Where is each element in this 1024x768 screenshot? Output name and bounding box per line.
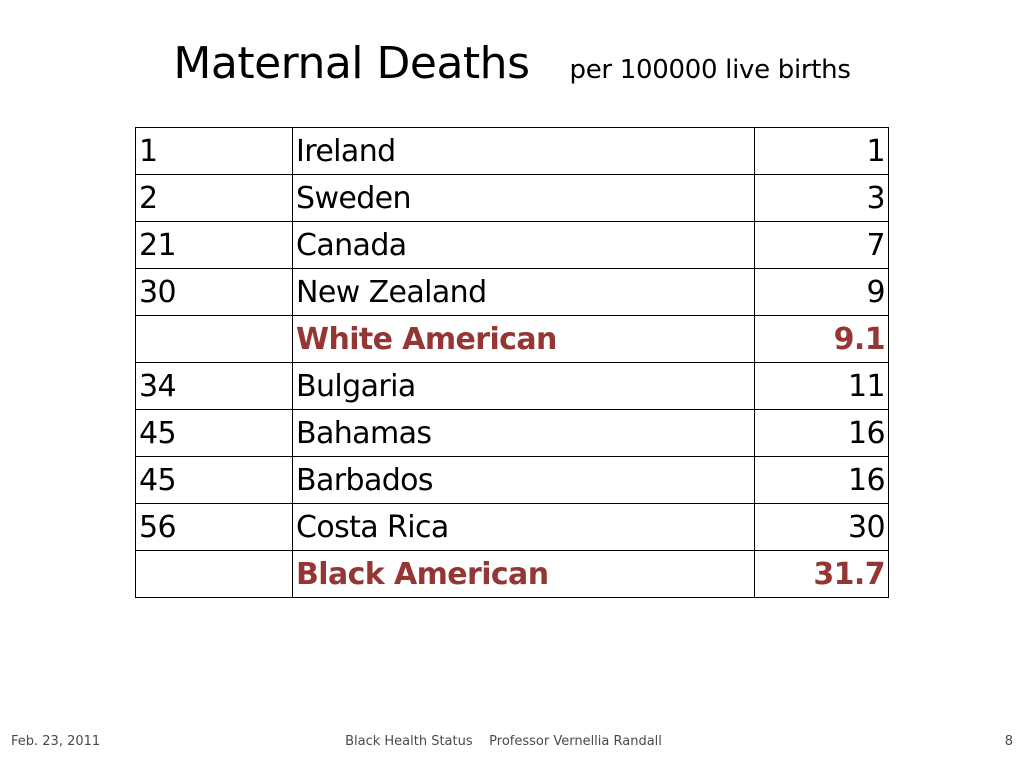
country-cell: Bahamas <box>292 409 755 457</box>
value-cell: 9 <box>754 268 889 316</box>
rank-cell: 30 <box>135 268 293 316</box>
rank-cell <box>135 315 293 363</box>
value-cell: 7 <box>754 221 889 269</box>
group-cell: White American <box>292 315 755 363</box>
rank-cell: 1 <box>135 127 293 175</box>
value-cell: 31.7 <box>754 550 889 598</box>
rank-cell: 34 <box>135 362 293 410</box>
rank-cell <box>135 550 293 598</box>
value-cell: 11 <box>754 362 889 410</box>
table-row-highlight: Black American 31.7 <box>135 550 889 598</box>
rank-cell: 45 <box>135 456 293 504</box>
rank-cell: 21 <box>135 221 293 269</box>
country-cell: Barbados <box>292 456 755 504</box>
value-cell: 16 <box>754 456 889 504</box>
maternal-deaths-table: 1 Ireland 1 2 Sweden 3 21 Canada 7 30 Ne… <box>135 127 889 598</box>
country-cell: New Zealand <box>292 268 755 316</box>
value-cell: 3 <box>754 174 889 222</box>
table-row: 30 New Zealand 9 <box>135 268 889 316</box>
table-row: 21 Canada 7 <box>135 221 889 269</box>
rank-cell: 56 <box>135 503 293 551</box>
country-cell: Canada <box>292 221 755 269</box>
page-title: Maternal Deaths <box>173 38 530 89</box>
country-cell: Costa Rica <box>292 503 755 551</box>
table-row-highlight: White American 9.1 <box>135 315 889 363</box>
table-row: 45 Barbados 16 <box>135 456 889 504</box>
table-row: 1 Ireland 1 <box>135 127 889 175</box>
slide-title: Maternal Deaths per 100000 live births <box>0 38 1024 89</box>
group-cell: Black American <box>292 550 755 598</box>
table-row: 56 Costa Rica 30 <box>135 503 889 551</box>
rank-cell: 2 <box>135 174 293 222</box>
page-number: 8 <box>1004 734 1013 749</box>
rank-cell: 45 <box>135 409 293 457</box>
table-row: 2 Sweden 3 <box>135 174 889 222</box>
value-cell: 16 <box>754 409 889 457</box>
country-cell: Bulgaria <box>292 362 755 410</box>
country-cell: Ireland <box>292 127 755 175</box>
value-cell: 9.1 <box>754 315 889 363</box>
page-subtitle: per 100000 live births <box>569 55 851 85</box>
country-cell: Sweden <box>292 174 755 222</box>
footer-title: Black Health Status Professor Vernellia … <box>345 734 662 749</box>
table-row: 45 Bahamas 16 <box>135 409 889 457</box>
footer-date: Feb. 23, 2011 <box>11 734 101 749</box>
value-cell: 1 <box>754 127 889 175</box>
table-row: 34 Bulgaria 11 <box>135 362 889 410</box>
value-cell: 30 <box>754 503 889 551</box>
